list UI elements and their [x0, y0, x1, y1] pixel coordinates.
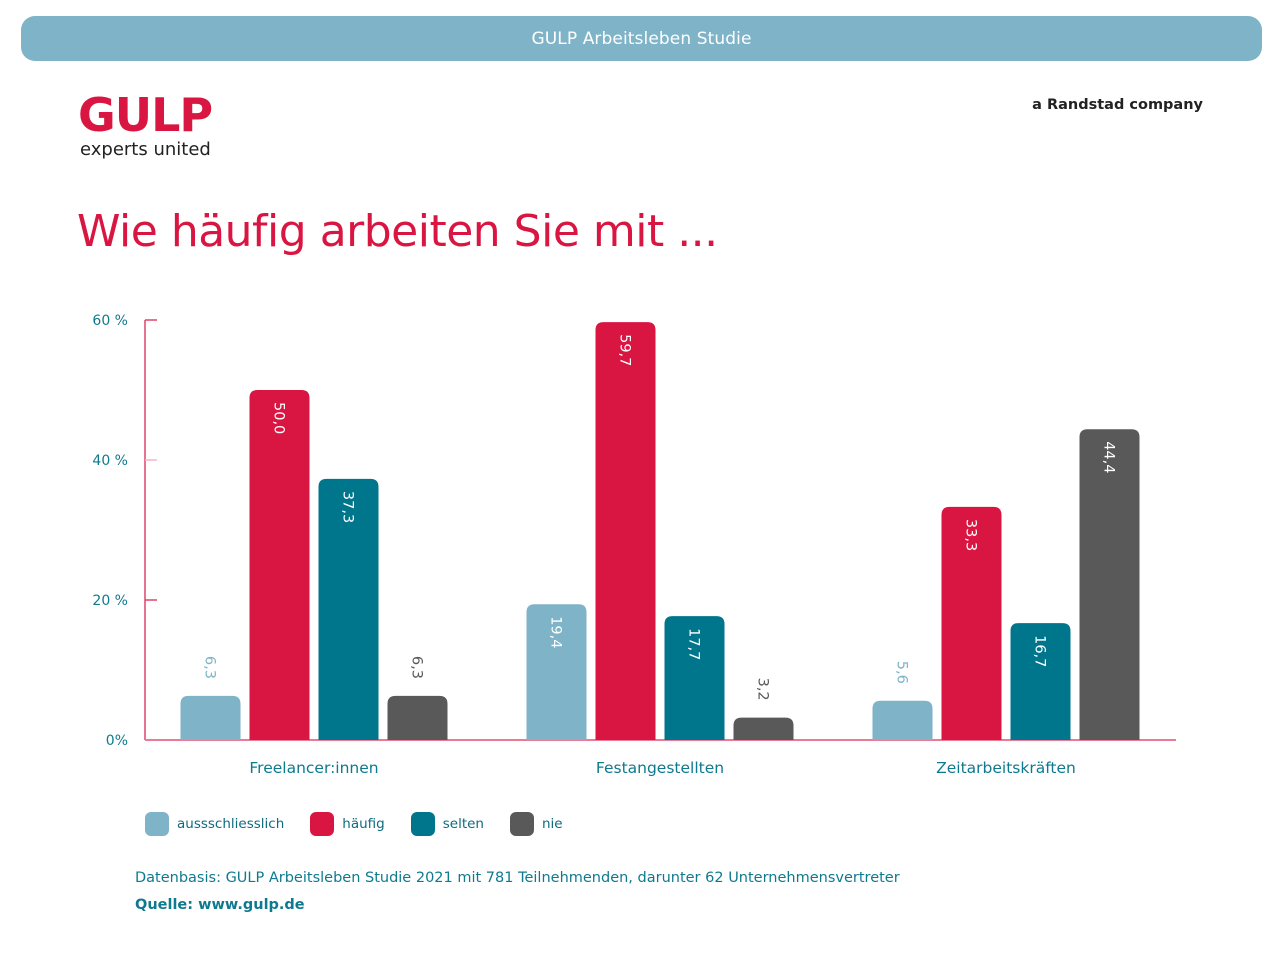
y-tick-label: 40 %: [92, 453, 128, 469]
banner-text: GULP Arbeitsleben Studie: [531, 28, 752, 49]
legend-label: häufig: [342, 816, 385, 832]
legend-item-selten: selten: [410, 812, 484, 836]
legend-item-haeufig: häufig: [310, 812, 385, 836]
legend-swatch: [310, 812, 335, 836]
bar: [318, 478, 379, 740]
bar-value-label: 50,0: [271, 402, 287, 434]
bar: [180, 695, 241, 740]
y-tick-label: 60 %: [92, 313, 128, 329]
x-category-label: Zeitarbeitskräften: [936, 759, 1076, 777]
bar: [872, 700, 933, 740]
bar-value-label: 37,3: [340, 491, 356, 523]
legend: aussschliesslich häufig selten nie: [145, 812, 589, 836]
logo-word: GULP: [78, 88, 213, 142]
bar: [941, 506, 1002, 740]
y-tick-label: 20 %: [92, 593, 128, 609]
source-note: Quelle: www.gulp.de: [135, 897, 305, 913]
bar-value-label: 33,3: [963, 519, 979, 551]
company-label: a Randstad company: [1032, 97, 1203, 113]
legend-swatch: [509, 812, 534, 836]
bar-value-label: 3,2: [755, 678, 771, 701]
bar: [526, 604, 587, 740]
data-basis-note: Datenbasis: GULP Arbeitsleben Studie 202…: [135, 870, 900, 886]
bar: [249, 390, 310, 740]
bar: [387, 695, 448, 740]
legend-item-aussschliesslich: aussschliesslich: [145, 812, 284, 836]
gulp-logo: GULP experts united: [78, 88, 213, 160]
x-category-label: Freelancer:innen: [249, 759, 378, 777]
bar-value-label: 16,7: [1032, 635, 1048, 667]
legend-swatch: [145, 812, 169, 836]
bar: [595, 322, 656, 740]
legend-item-nie: nie: [509, 812, 563, 836]
bar: [664, 616, 725, 740]
logo-tagline: experts united: [80, 139, 211, 160]
bar-value-label: 44,4: [1101, 441, 1117, 473]
bar: [733, 717, 794, 740]
legend-label: aussschliesslich: [177, 816, 285, 832]
legend-label: nie: [541, 816, 563, 832]
legend-swatch: [410, 812, 435, 836]
y-tick-label: 0%: [106, 733, 128, 749]
chart-title: Wie häufig arbeiten Sie mit ...: [77, 206, 718, 257]
bar-value-label: 59,7: [617, 334, 633, 366]
bar-value-label: 6,3: [409, 656, 425, 679]
title-banner: GULP Arbeitsleben Studie: [21, 16, 1262, 61]
bar-value-label: 19,4: [548, 616, 564, 648]
bar: [1079, 429, 1140, 740]
bar-value-label: 5,6: [894, 661, 910, 684]
bar-value-label: 17,7: [686, 628, 702, 660]
bar-value-label: 6,3: [202, 656, 218, 679]
bar: [1010, 623, 1071, 740]
legend-label: selten: [442, 816, 484, 832]
x-category-label: Festangestellten: [596, 759, 724, 777]
